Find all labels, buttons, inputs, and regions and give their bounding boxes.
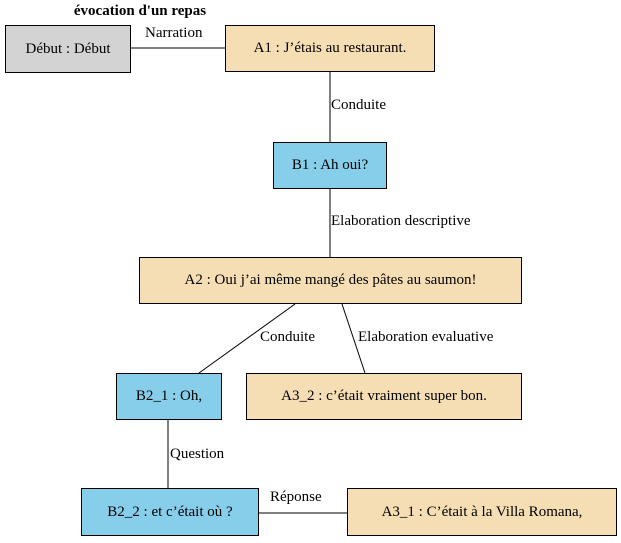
edge-label-elaboration-evaluative: Elaboration evaluative: [358, 329, 494, 345]
diagram-title: évocation d'un repas: [73, 3, 207, 19]
edge-label-conduite-2: Conduite: [260, 329, 315, 345]
node-b1: B1 : Ah oui?: [273, 142, 387, 189]
edge-label-narration: Narration: [145, 25, 203, 41]
node-debut: Début : Début: [5, 25, 131, 73]
edge-a2-a3-2: [341, 303, 366, 374]
edge-label-elaboration-descriptive: Elaboration descriptive: [331, 213, 471, 229]
node-a2: A2 : Oui j’ai même mangé des pâtes au sa…: [139, 257, 522, 304]
node-b2-2: B2_2 : et c’était où ?: [81, 488, 259, 536]
edge-label-reponse: Réponse: [270, 489, 322, 505]
node-a3-2: A3_2 : c’était vraiment super bon.: [246, 373, 522, 420]
edge-label-question: Question: [170, 446, 225, 462]
node-b2-1: B2_1 : Oh,: [116, 373, 222, 420]
edge-a2-b2-1: [198, 303, 296, 374]
node-a1: A1 : J’étais au restaurant.: [225, 25, 435, 72]
node-a3-1: A3_1 : C’était à la Villa Romana,: [347, 488, 617, 536]
edge-label-conduite-1: Conduite: [331, 97, 386, 113]
